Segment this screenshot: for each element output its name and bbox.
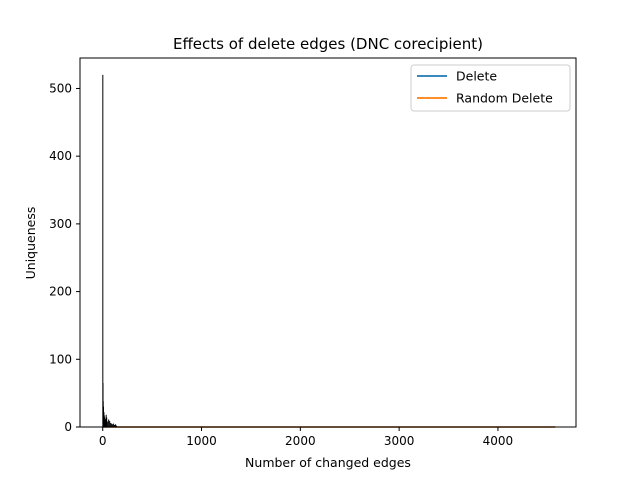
legend: Delete Random Delete xyxy=(410,64,571,112)
y-axis: 0 100 200 300 400 500 xyxy=(49,81,80,434)
y-tick-label: 400 xyxy=(49,149,72,163)
y-tick-label: 0 xyxy=(64,420,72,434)
x-axis-label: Number of changed edges xyxy=(245,455,411,470)
legend-label-2: Random Delete xyxy=(456,91,553,106)
y-tick-label: 200 xyxy=(49,285,72,299)
y-tick-label: 300 xyxy=(49,217,72,231)
y-tick-label: 100 xyxy=(49,352,72,366)
x-tick-label: 4000 xyxy=(483,434,514,448)
y-tick-label: 500 xyxy=(49,81,72,95)
chart-title: Effects of delete edges (DNC corecipient… xyxy=(173,35,483,53)
x-tick-label: 1000 xyxy=(186,434,217,448)
x-tick-label: 2000 xyxy=(285,434,316,448)
legend-label-1: Delete xyxy=(456,69,497,84)
plot-area xyxy=(102,74,556,428)
x-tick-label: 0 xyxy=(99,434,107,448)
y-axis-label: Uniqueness xyxy=(23,207,38,280)
x-axis: 0 1000 2000 3000 4000 xyxy=(99,427,513,448)
x-tick-label: 3000 xyxy=(384,434,415,448)
plot-frame xyxy=(79,57,577,428)
legend-box xyxy=(410,64,571,112)
